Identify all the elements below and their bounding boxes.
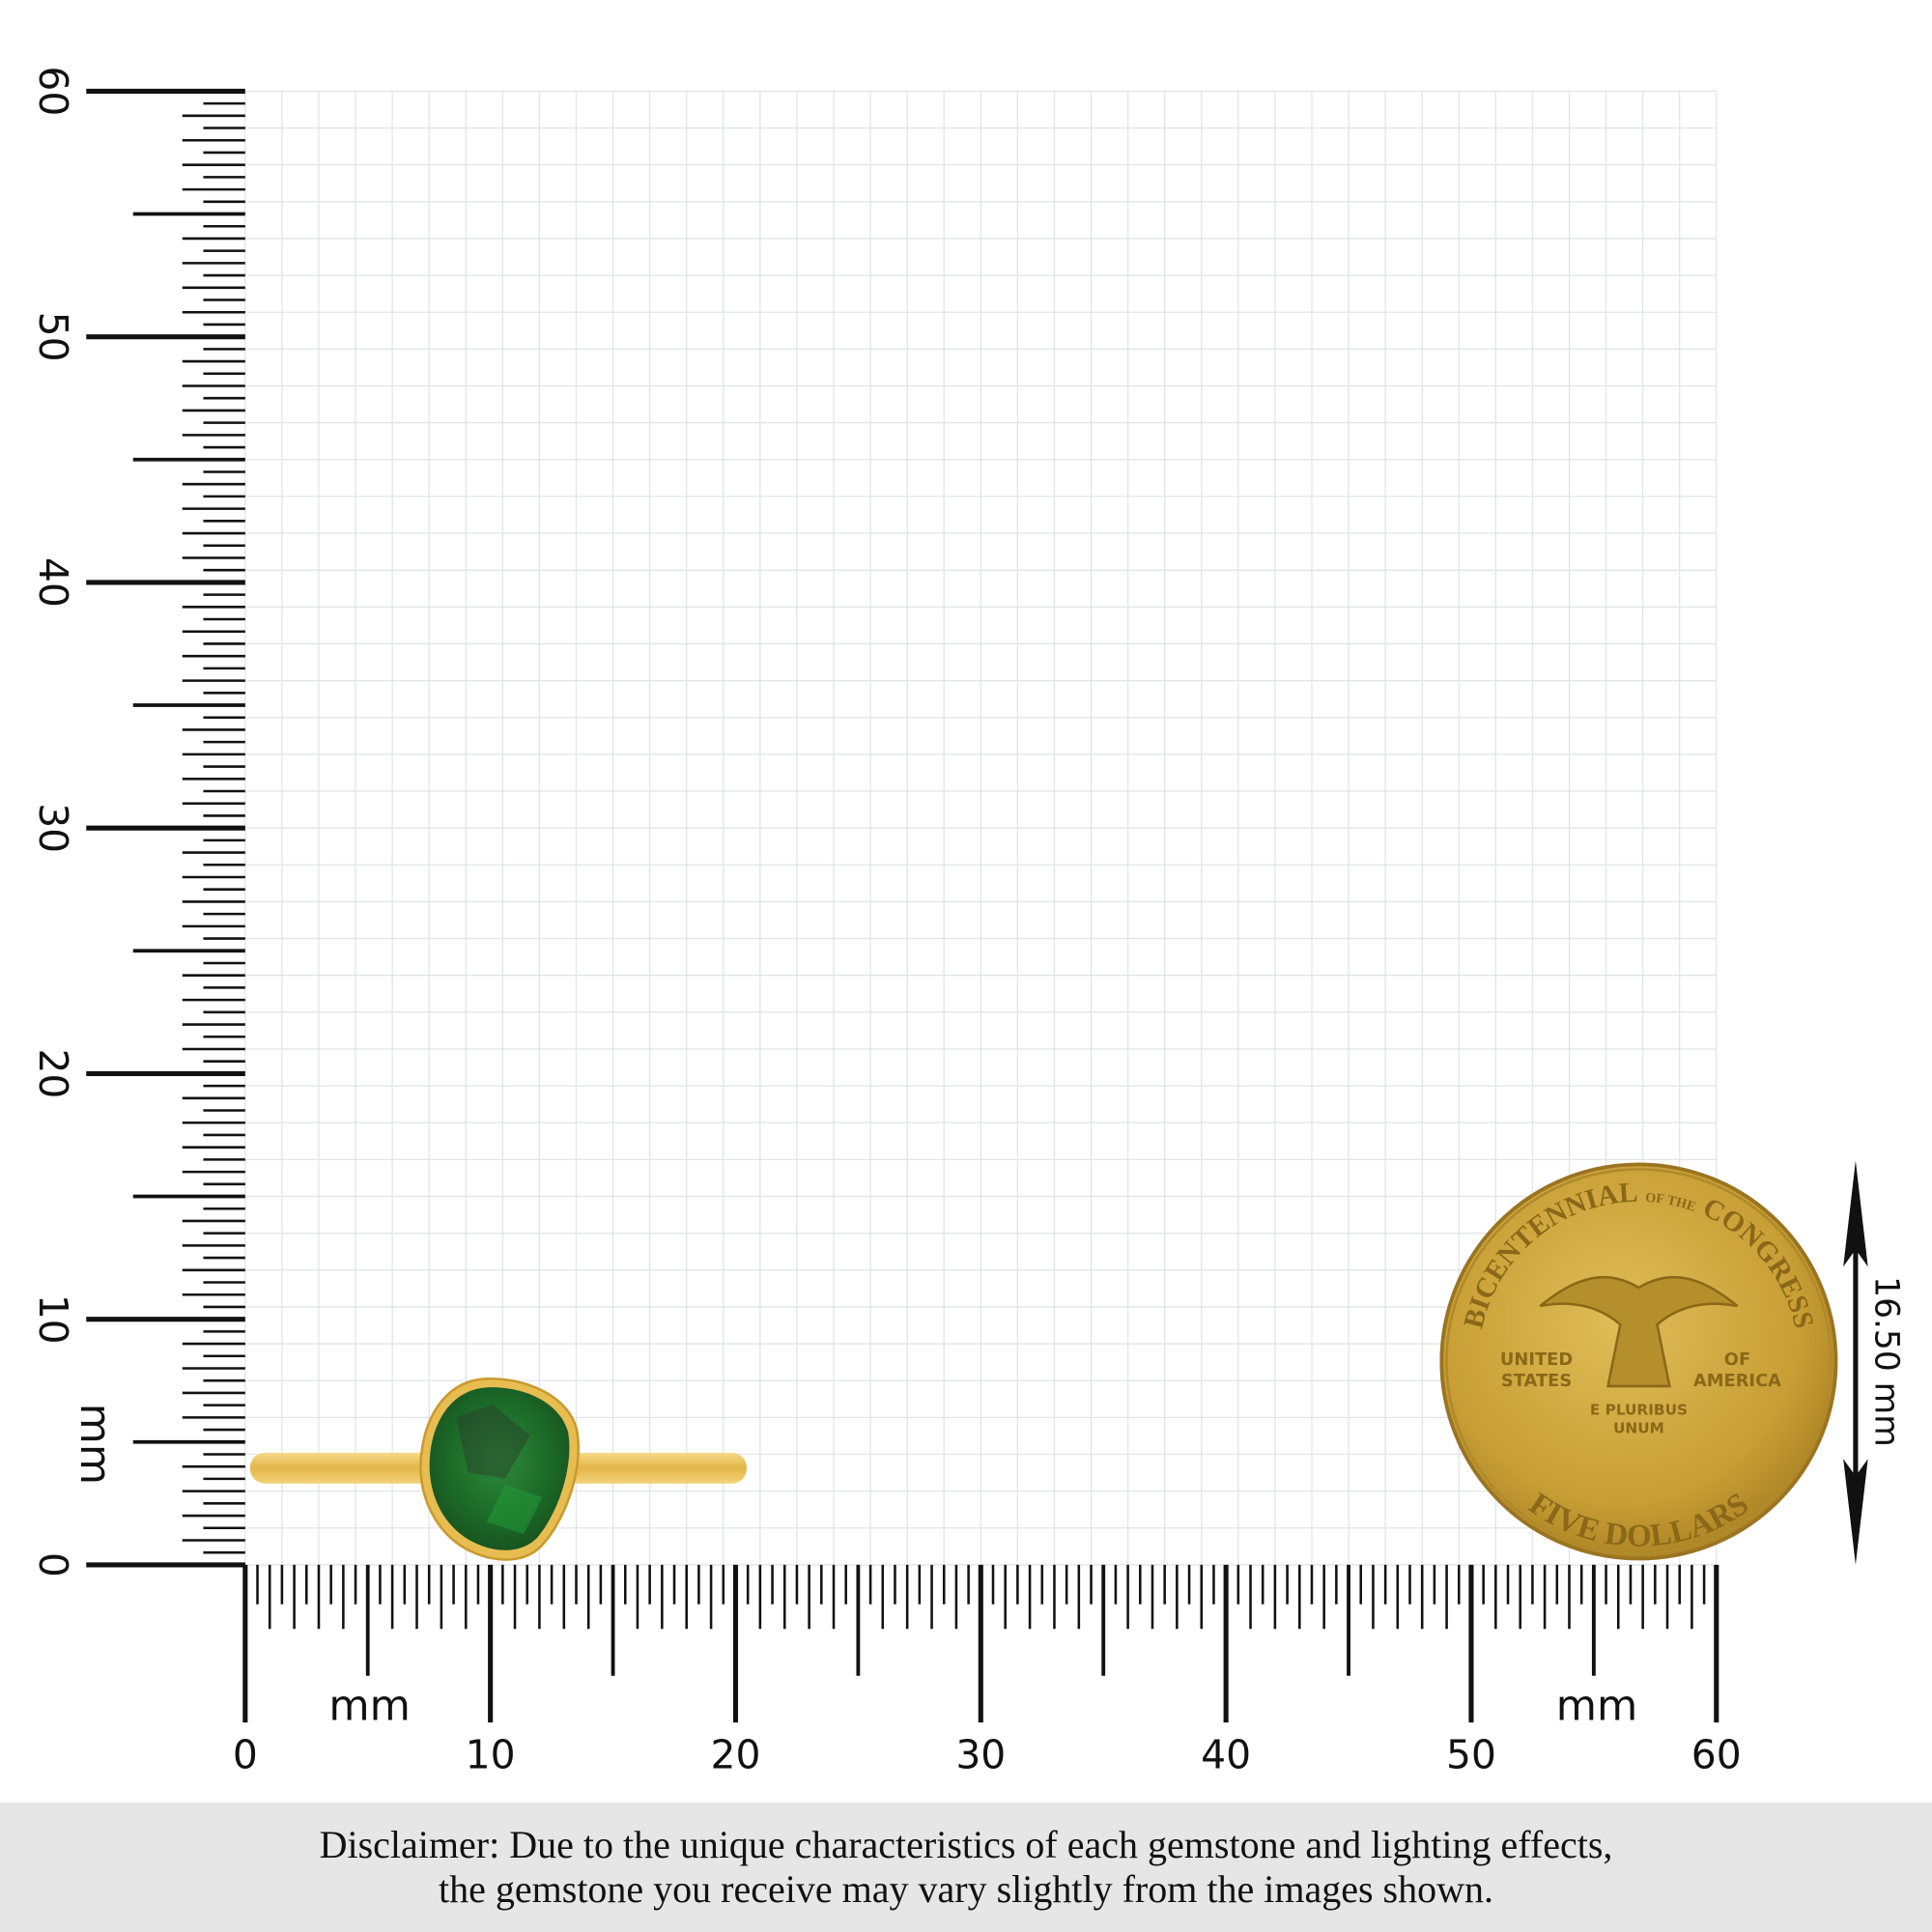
vertical-tick-label: 10 [30, 1294, 76, 1345]
arrow-down-icon [1843, 1459, 1868, 1565]
horizontal-ruler-labels: 0 10 20 30 40 50 60 [233, 1731, 1742, 1777]
vertical-tick-label: 20 [30, 1048, 76, 1098]
horizontal-tick-label: 30 [955, 1731, 1006, 1777]
vertical-unit-label: mm [71, 1404, 119, 1485]
diameter-dimension: 16.50 mm [1843, 1160, 1905, 1565]
grid [244, 90, 1718, 1566]
horizontal-tick-label: 10 [466, 1731, 516, 1777]
vertical-tick-label: 30 [30, 803, 76, 853]
coin-united: UNITED [1500, 1350, 1573, 1370]
coin-america: AMERICA [1693, 1371, 1781, 1391]
horizontal-tick-label: 60 [1691, 1731, 1742, 1777]
disclaimer-line-2: the gemstone you receive may vary slight… [439, 1867, 1493, 1911]
arrow-up-icon [1843, 1160, 1868, 1267]
vertical-ruler-labels: 0 10 20 30 40 50 60 [30, 66, 76, 1577]
coin-image: BICENTENNIAL OF THE CONGRESS FIVE DOLLAR… [1439, 1162, 1838, 1561]
vertical-ruler [86, 88, 245, 1568]
horizontal-unit-label-left: mm [328, 1683, 410, 1731]
coin-motto-2: UNUM [1613, 1419, 1664, 1436]
horizontal-tick-label: 20 [711, 1731, 761, 1777]
eagle-emblem [1539, 1275, 1739, 1388]
horizontal-tick-label: 50 [1446, 1731, 1496, 1777]
coin-states: STATES [1501, 1371, 1572, 1391]
horizontal-ruler [242, 1564, 1719, 1723]
horizontal-unit-label-right: mm [1556, 1683, 1637, 1731]
disclaimer-banner: Disclaimer: Due to the unique characteri… [0, 1803, 1932, 1932]
ring-image [249, 1378, 747, 1561]
vertical-tick-label: 50 [30, 312, 76, 362]
coin-of: OF [1724, 1350, 1750, 1370]
horizontal-tick-label: 40 [1201, 1731, 1251, 1777]
coin-motto-1: E PLURIBUS [1590, 1401, 1688, 1418]
vertical-tick-label: 40 [30, 557, 76, 608]
vertical-tick-label: 60 [30, 66, 76, 116]
disclaimer-line-1: Disclaimer: Due to the unique characteri… [319, 1823, 1613, 1866]
vertical-tick-label: 0 [30, 1552, 76, 1577]
dimension-label: 16.50 mm [1866, 1276, 1905, 1447]
horizontal-tick-label: 0 [233, 1731, 258, 1777]
